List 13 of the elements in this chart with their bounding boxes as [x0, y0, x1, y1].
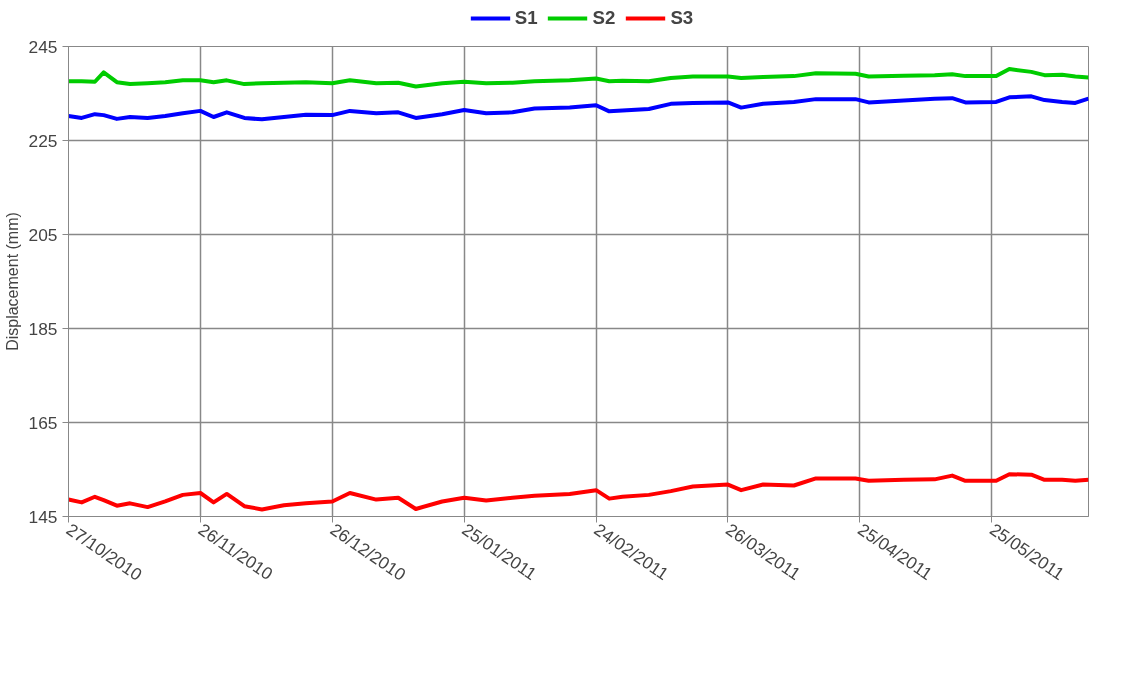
y-tick-label: 185 [28, 318, 58, 339]
legend-label: S1 [514, 7, 538, 29]
y-tick-label: 205 [28, 224, 58, 245]
y-axis-title: Displacement (mm) [3, 212, 21, 351]
y-tick-label: 145 [28, 506, 58, 527]
y-tick-label: 165 [28, 412, 58, 433]
line-series [68, 472, 1089, 512]
y-tick-label: 225 [28, 130, 58, 151]
legend-label: S2 [592, 7, 616, 29]
line-series [68, 67, 1089, 89]
legend-label: S3 [670, 7, 694, 29]
y-tick-label: 245 [28, 36, 58, 57]
line-series [68, 94, 1089, 122]
